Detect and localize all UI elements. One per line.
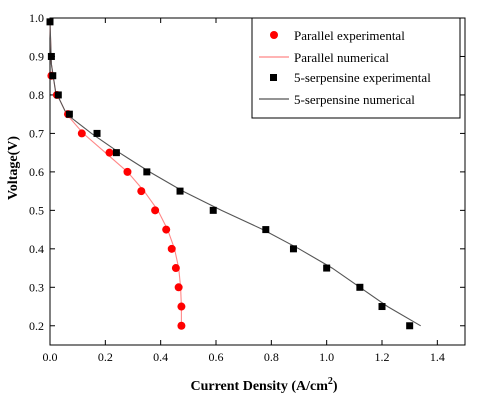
data-point [46,18,54,26]
data-point [151,206,160,215]
y-tick-label: 0.4 [29,242,44,256]
y-axis-title: Voltage(V) [6,136,21,200]
data-point [177,321,186,330]
legend-marker-parallel-experimental [270,31,278,39]
legend-label-5-serpensine-numerical: 5-serpensine numerical [294,92,415,107]
data-point [174,283,183,292]
legend-label-5-serpensine-experimental: 5-serpensine experimental [294,70,431,85]
data-point [137,187,146,196]
data-point [378,303,386,311]
x-axis-title-superscript: 2 [328,376,333,387]
x-tick-label: 1.4 [430,350,445,364]
x-axis-title-main: Current Density (A/cm [190,379,328,394]
data-point [167,244,176,253]
series-layer [46,18,421,330]
x-tick-label: 0.2 [98,350,113,364]
y-tick-label: 0.5 [29,203,44,217]
data-point [65,110,73,118]
data-point [262,226,270,234]
data-point [289,245,297,253]
x-tick-label: 1.0 [319,350,334,364]
data-point [177,302,186,311]
data-point [105,148,114,157]
legend-label-parallel-experimental: Parallel experimental [294,28,405,43]
data-point [77,129,86,138]
x-tick-label: 0.6 [209,350,224,364]
series-line [49,21,182,326]
x-tick-label: 1.2 [375,350,390,364]
legend-label-parallel-numerical: Parallel numerical [294,50,389,65]
x-tick-label: 0.8 [264,350,279,364]
legend-marker-5-serpensine-experimental [270,74,277,81]
y-axis-ticks: 0.2 0.3 0.4 0.5 0.6 0.7 0.8 0.9 1.0 [29,11,465,333]
data-point [123,167,132,176]
data-point [54,91,62,99]
data-point [356,283,364,291]
x-axis-title-close: ) [333,379,338,394]
data-point [47,52,55,60]
x-tick-label: 0.4 [153,350,168,364]
data-point [176,187,184,195]
x-axis-title: Current Density (A/cm2) [190,376,337,394]
y-tick-label: 0.9 [29,49,44,63]
y-tick-label: 0.8 [29,88,44,102]
y-tick-label: 0.7 [29,126,44,140]
legend: Parallel experimental Parallel numerical… [251,17,461,119]
data-point [49,72,57,80]
y-tick-label: 1.0 [29,11,44,25]
data-point [112,149,120,157]
data-point [93,129,101,137]
x-tick-label: 0.0 [43,350,58,364]
data-point [143,168,151,176]
y-tick-label: 0.3 [29,280,44,294]
legend-box [251,17,461,119]
x-axis-ticks: 0.0 0.2 0.4 0.6 0.8 1.0 1.2 1.4 [43,18,445,364]
y-tick-label: 0.6 [29,165,44,179]
data-point [209,206,217,214]
data-point [162,225,171,234]
data-point [323,264,331,272]
data-point [406,322,414,330]
y-tick-label: 0.2 [29,319,44,333]
data-point [171,264,180,273]
